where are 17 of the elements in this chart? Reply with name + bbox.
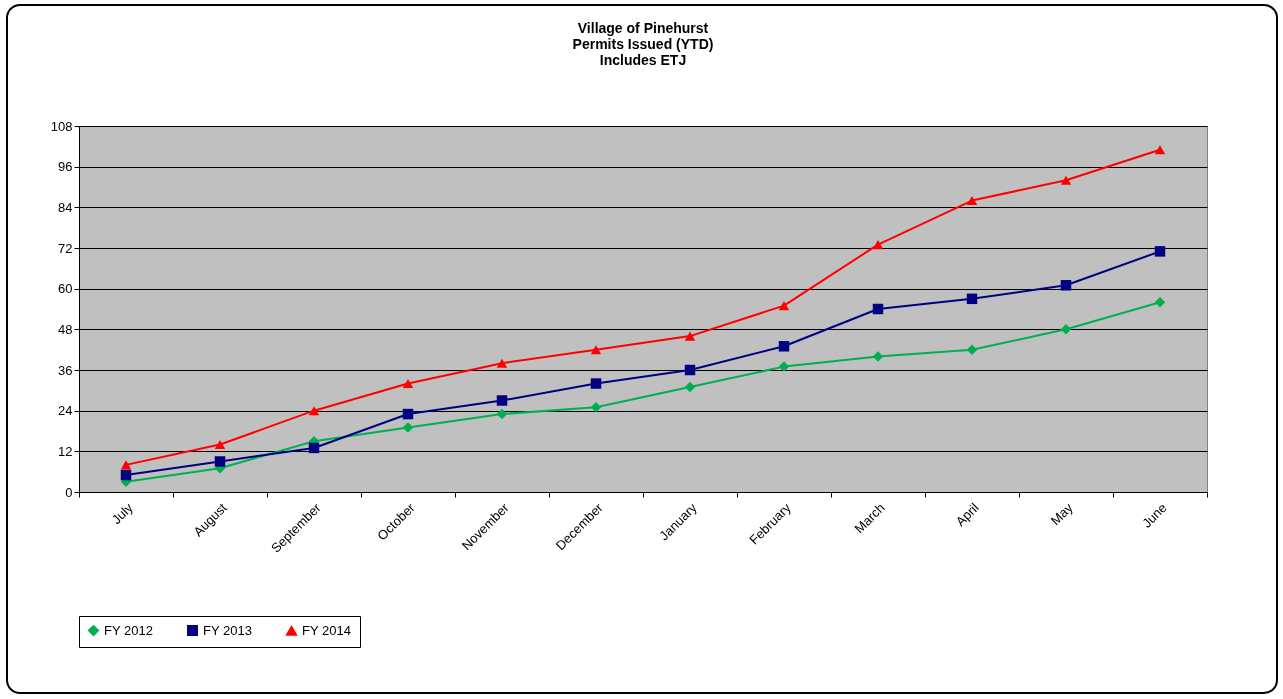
y-tick-label: 60 [58, 281, 73, 297]
y-tick-label: 0 [65, 484, 73, 500]
legend-label: FY 2012 [104, 622, 153, 638]
chart-title: Village of Pinehurst [577, 20, 709, 36]
chart-subtitle: Permits Issued (YTD) Includes ETJ [572, 36, 714, 68]
x-tick-label: July [108, 499, 137, 528]
y-tick-label: 48 [58, 321, 73, 337]
legend-label: FY 2014 [302, 622, 351, 638]
y-tick-label: 84 [58, 199, 73, 215]
y-tick-label: 96 [58, 159, 73, 175]
y-tick-label: 72 [58, 240, 73, 256]
y-tick-label: 108 [50, 118, 73, 134]
y-tick-label: 36 [58, 362, 73, 378]
x-tick-label: May [1047, 499, 1077, 529]
y-tick-label: 24 [58, 403, 73, 419]
y-tick-label: 12 [58, 443, 73, 459]
legend-label: FY 2013 [203, 622, 252, 638]
